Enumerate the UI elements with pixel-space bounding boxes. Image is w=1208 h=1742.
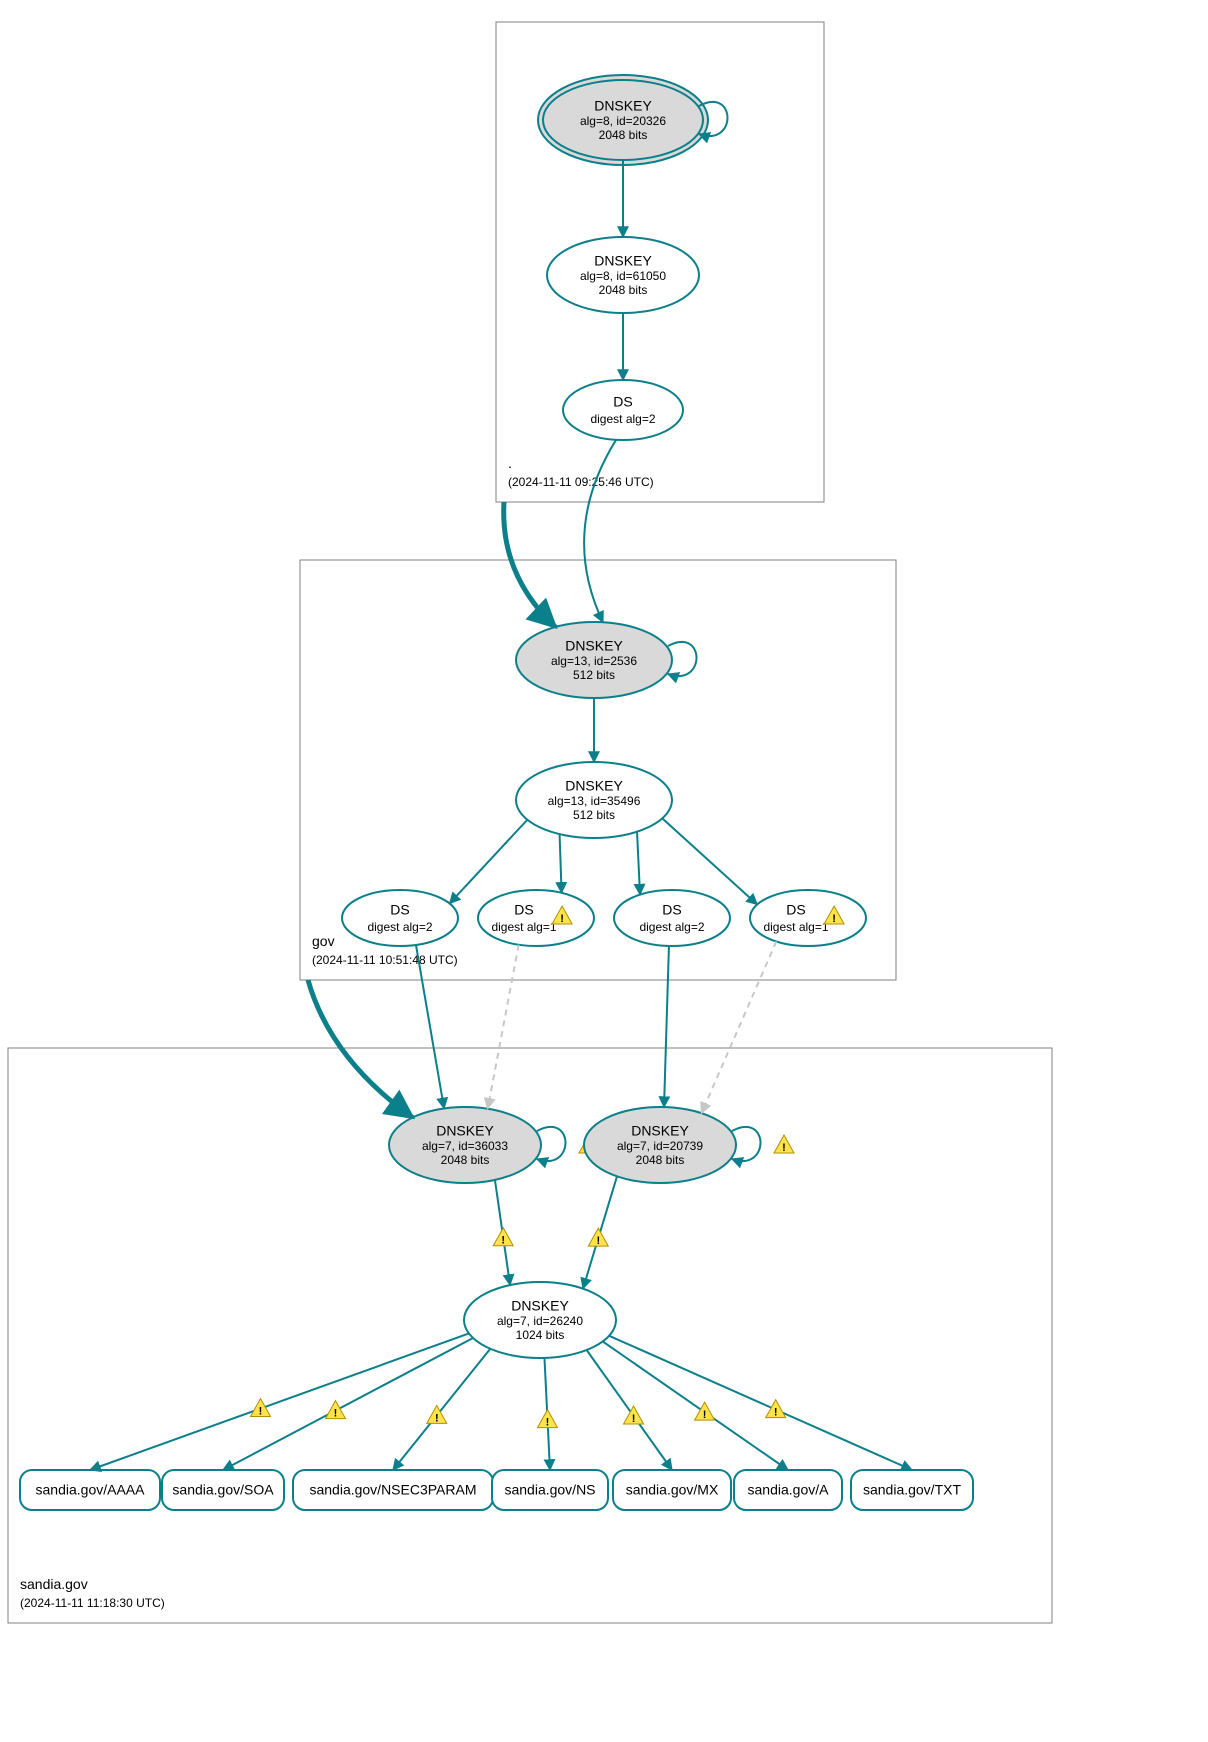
svg-text:!: ! (334, 1407, 338, 1419)
node-detail2: 1024 bits (516, 1328, 565, 1342)
node-title: DS (786, 902, 805, 918)
node-detail: digest alg=2 (639, 920, 704, 934)
svg-text:!: ! (546, 1416, 550, 1428)
node-gov_ds2[interactable]: DS digest alg=1 (478, 890, 594, 946)
svg-text:!: ! (782, 1142, 786, 1154)
node-title: DNSKEY (565, 778, 623, 794)
node-gov_ds1[interactable]: DS digest alg=2 (342, 890, 458, 946)
edge-gov_zsk-gov_ds3 (637, 832, 640, 895)
zone-timestamp-sandia: (2024-11-11 11:18:30 UTC) (20, 1596, 165, 1610)
node-detail: alg=8, id=20326 (580, 114, 666, 128)
rrset-label: sandia.gov/TXT (863, 1482, 961, 1498)
zone-timestamp-root: (2024-11-11 09:25:46 UTC) (508, 475, 654, 489)
node-title: DNSKEY (565, 638, 623, 654)
edge-root_ds-gov_ksk (584, 440, 616, 622)
warning-icon-rrset-3: ! (538, 1410, 558, 1429)
node-title: DNSKEY (511, 1298, 569, 1314)
edge-zsk-rrset-0 (90, 1333, 469, 1470)
warning-icon-rrset-5: ! (695, 1402, 715, 1421)
edge-zsk-rrset-2 (393, 1349, 490, 1470)
warning-icon-rrset-1: ! (326, 1401, 346, 1420)
node-root_ksk[interactable]: DNSKEYalg=8, id=203262048 bits (538, 75, 708, 165)
node-detail2: 2048 bits (599, 128, 648, 142)
node-detail: digest alg=1 (763, 920, 828, 934)
node-detail: digest alg=1 (491, 920, 556, 934)
delegation-gov (308, 980, 413, 1117)
node-title: DS (613, 394, 632, 410)
rrset-label: sandia.gov/NS (504, 1482, 595, 1498)
node-san_zsk[interactable]: DNSKEYalg=7, id=262401024 bits (464, 1282, 616, 1358)
svg-text:!: ! (774, 1407, 778, 1419)
node-detail: digest alg=2 (367, 920, 432, 934)
rrset-label: sandia.gov/A (748, 1482, 830, 1498)
node-detail2: 2048 bits (599, 283, 648, 297)
svg-text:!: ! (560, 913, 564, 925)
node-detail: alg=7, id=20739 (617, 1139, 703, 1153)
node-detail2: 512 bits (573, 668, 615, 682)
node-title: DS (662, 902, 681, 918)
rrset-label: sandia.gov/NSEC3PARAM (309, 1482, 476, 1498)
node-detail: alg=13, id=2536 (551, 654, 637, 668)
node-san_ksk2[interactable]: DNSKEYalg=7, id=207392048 bits (584, 1107, 736, 1183)
zone-label-root: . (508, 455, 512, 471)
svg-text:!: ! (501, 1235, 505, 1247)
node-gov_zsk[interactable]: DNSKEYalg=13, id=35496512 bits (516, 762, 672, 838)
warning-icon-rrset-0: ! (251, 1399, 271, 1418)
node-detail: alg=8, id=61050 (580, 269, 666, 283)
svg-text:!: ! (703, 1409, 707, 1421)
node-detail2: 2048 bits (636, 1153, 685, 1167)
svg-text:!: ! (435, 1412, 439, 1424)
delegation-root (504, 502, 556, 627)
node-detail: alg=13, id=35496 (548, 794, 641, 808)
rrset-label: sandia.gov/MX (626, 1482, 719, 1498)
node-detail: alg=7, id=26240 (497, 1314, 583, 1328)
zone-timestamp-gov: (2024-11-11 10:51:48 UTC) (312, 953, 458, 967)
rrset-label: sandia.gov/SOA (172, 1482, 274, 1498)
svg-text:!: ! (259, 1405, 263, 1417)
node-title: DNSKEY (594, 253, 652, 269)
edge-gov_ds2-san_ksk1 (488, 945, 519, 1109)
node-title: DS (514, 902, 533, 918)
warning-icon-loop-san_ksk2: ! (774, 1135, 794, 1154)
node-detail2: 512 bits (573, 808, 615, 822)
svg-text:!: ! (832, 913, 836, 925)
warning-icon-rrset-4: ! (624, 1406, 644, 1425)
node-gov_ksk[interactable]: DNSKEYalg=13, id=2536512 bits (516, 622, 672, 698)
warning-icon-edge-san_ksk2-san_zsk: ! (588, 1228, 608, 1247)
zone-label-gov: gov (312, 933, 335, 949)
rrset-label: sandia.gov/AAAA (36, 1482, 146, 1498)
edge-gov_ds3-san_ksk2 (664, 946, 669, 1107)
warning-icon-rrset-6: ! (766, 1400, 786, 1419)
node-detail: digest alg=2 (590, 412, 655, 426)
node-gov_ds3[interactable]: DS digest alg=2 (614, 890, 730, 946)
node-root_ds[interactable]: DS digest alg=2 (563, 380, 683, 440)
edge-zsk-rrset-4 (587, 1350, 672, 1470)
node-gov_ds4[interactable]: DS digest alg=1 (750, 890, 866, 946)
zone-label-sandia: sandia.gov (20, 1576, 88, 1592)
svg-text:!: ! (632, 1413, 636, 1425)
node-title: DNSKEY (594, 98, 652, 114)
svg-text:!: ! (596, 1235, 600, 1247)
edge-zsk-rrset-5 (603, 1341, 788, 1470)
node-title: DNSKEY (436, 1123, 494, 1139)
node-detail2: 2048 bits (441, 1153, 490, 1167)
edge-gov_ds4-san_ksk2 (702, 941, 777, 1113)
node-title: DNSKEY (631, 1123, 689, 1139)
node-detail: alg=7, id=36033 (422, 1139, 508, 1153)
warning-icon-edge-san_ksk1-san_zsk: ! (493, 1228, 513, 1247)
edge-gov_zsk-gov_ds2 (560, 834, 562, 893)
node-root_zsk[interactable]: DNSKEYalg=8, id=610502048 bits (547, 237, 699, 313)
node-title: DS (390, 902, 409, 918)
edge-gov_ds1-san_ksk1 (416, 945, 444, 1109)
